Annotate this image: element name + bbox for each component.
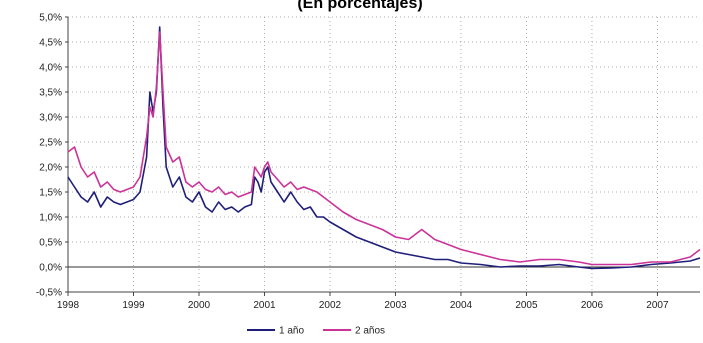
x-tick-label: 2000 [188, 300, 211, 311]
y-tick-label: 0,5% [39, 238, 62, 249]
y-tick-label: 4,0% [39, 63, 62, 74]
legend: 1 año 2 años [247, 326, 385, 337]
x-tick-label: 1999 [122, 300, 145, 311]
x-tick-label: 2004 [450, 300, 473, 311]
x-tick-label: 2002 [319, 300, 342, 311]
y-tick-label: 2,5% [39, 138, 62, 149]
y-tick-label: 4,5% [39, 38, 62, 49]
series-line-1 [67, 26, 701, 270]
series-lines [67, 26, 701, 270]
y-tick-label: 2,0% [39, 163, 62, 174]
chart-title: (En porcentajes) [297, 0, 422, 12]
x-tick-label: 2001 [253, 300, 276, 311]
x-tick-label: 1998 [57, 300, 80, 311]
grid [67, 16, 700, 293]
y-tick-label: -0,5% [36, 288, 62, 299]
axes [65, 16, 700, 293]
y-tick-label: 5,0% [39, 13, 62, 24]
x-tick-label: 2003 [384, 300, 407, 311]
y-tick-label: 3,5% [39, 88, 62, 99]
y-tick-label: 0,0% [39, 263, 62, 274]
x-axis-ticks: 1998 1999 2000 2001 2002 2003 2004 2005 2006 2007 [57, 292, 669, 311]
legend-label-1: 1 año [279, 326, 304, 337]
y-axis-ticks: 5,0% 4,5% 4,0% 3,5% 3,0% 2,5% 2,0% 1,5% 1,0% 0,5%… [36, 13, 62, 299]
x-tick-label: 2007 [646, 300, 669, 311]
y-tick-label: 1,0% [39, 213, 62, 224]
x-tick-label: 2005 [515, 300, 538, 311]
legend-label-2: 2 años [355, 326, 385, 337]
y-tick-label: 1,5% [39, 188, 62, 199]
series-line-2 [67, 31, 701, 266]
x-tick-label: 2006 [581, 300, 604, 311]
y-tick-label: 3,0% [39, 113, 62, 124]
